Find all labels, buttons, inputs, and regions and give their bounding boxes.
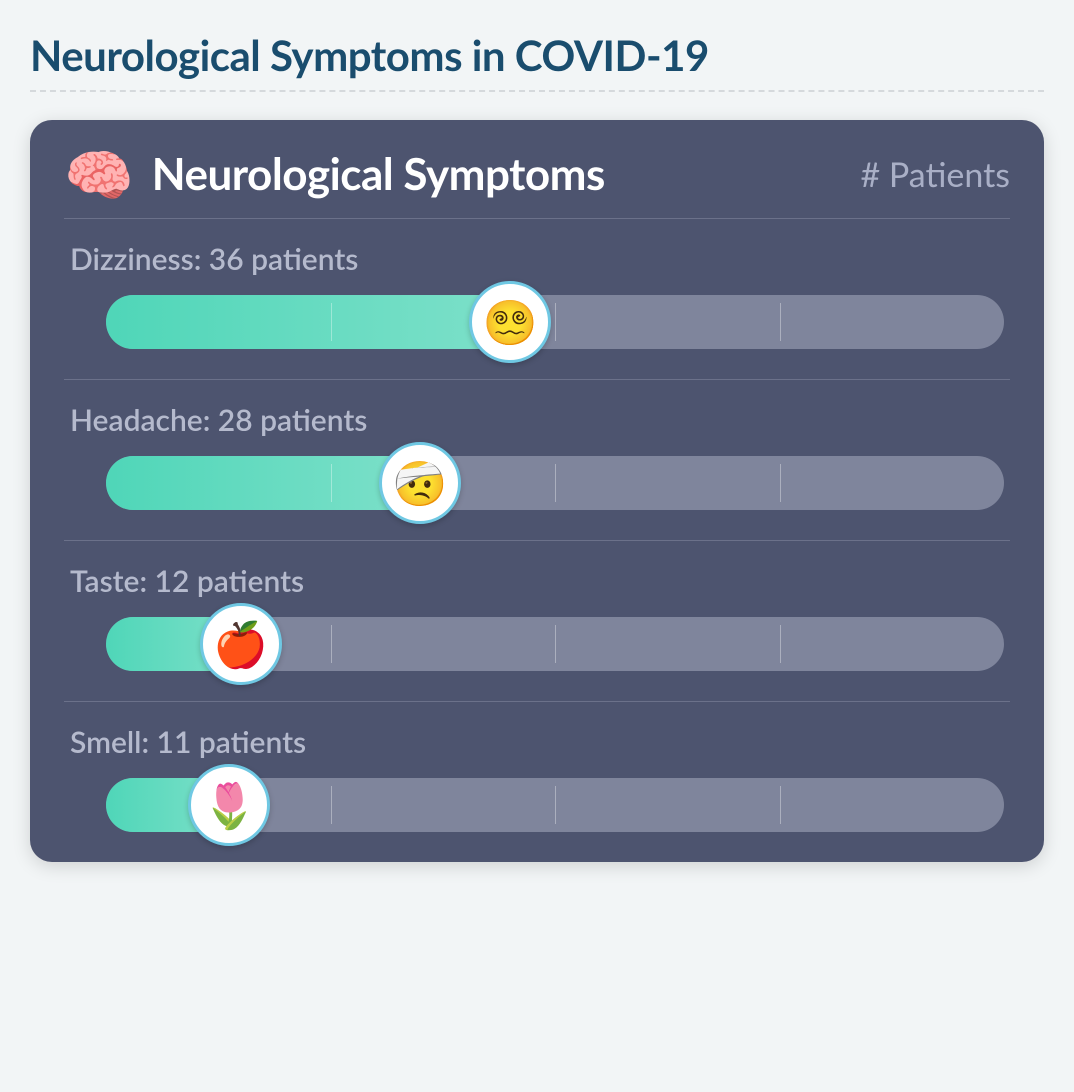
bar-divider	[780, 464, 781, 502]
bar-track: 🤕	[106, 456, 1004, 510]
bar-divider	[780, 303, 781, 341]
symptom-row-dizziness: Dizziness: 36 patients 😵‍💫	[64, 219, 1010, 380]
symptom-row-taste: Taste: 12 patients 🍎	[64, 541, 1010, 702]
bar-track: 🌷	[106, 778, 1004, 832]
bar-divider	[780, 786, 781, 824]
progress-bar: 🍎	[106, 617, 1004, 671]
bar-track: 🍎	[106, 617, 1004, 671]
apple-icon: 🍎	[200, 603, 282, 685]
bar-divider	[331, 786, 332, 824]
bar-divider	[555, 464, 556, 502]
bar-divider	[555, 625, 556, 663]
headache-icon: 🤕	[379, 442, 461, 524]
symptom-row-headache: Headache: 28 patients 🤕	[64, 380, 1010, 541]
progress-bar: 🤕	[106, 456, 1004, 510]
card-header-left: 🧠 Neurological Symptoms	[64, 146, 605, 202]
page-title: Neurological Symptoms in COVID-19	[30, 30, 1044, 92]
flower-icon: 🌷	[188, 764, 270, 846]
dizzy-face-icon: 😵‍💫	[469, 281, 551, 363]
progress-bar: 🌷	[106, 778, 1004, 832]
symptom-label: Dizziness: 36 patients	[70, 241, 1010, 277]
symptom-list: Dizziness: 36 patients 😵‍💫 Headache: 28 pa…	[64, 219, 1010, 842]
bar-divider	[555, 303, 556, 341]
card-header: 🧠 Neurological Symptoms # Patients	[64, 146, 1010, 219]
bar-divider	[331, 303, 332, 341]
bar-divider	[780, 625, 781, 663]
symptom-label: Taste: 12 patients	[70, 563, 1010, 599]
bar-fill	[106, 456, 420, 510]
progress-bar: 😵‍💫	[106, 295, 1004, 349]
brain-icon: 🧠	[64, 146, 134, 202]
bar-fill	[106, 295, 510, 349]
symptom-row-smell: Smell: 11 patients 🌷	[64, 702, 1010, 842]
card-title: Neurological Symptoms	[152, 148, 605, 200]
card-subtitle: # Patients	[860, 154, 1010, 195]
bar-divider	[555, 786, 556, 824]
symptoms-card: 🧠 Neurological Symptoms # Patients Dizzi…	[30, 120, 1044, 862]
bar-divider	[331, 625, 332, 663]
bar-divider	[331, 464, 332, 502]
symptom-label: Smell: 11 patients	[70, 724, 1010, 760]
symptom-label: Headache: 28 patients	[70, 402, 1010, 438]
bar-track: 😵‍💫	[106, 295, 1004, 349]
